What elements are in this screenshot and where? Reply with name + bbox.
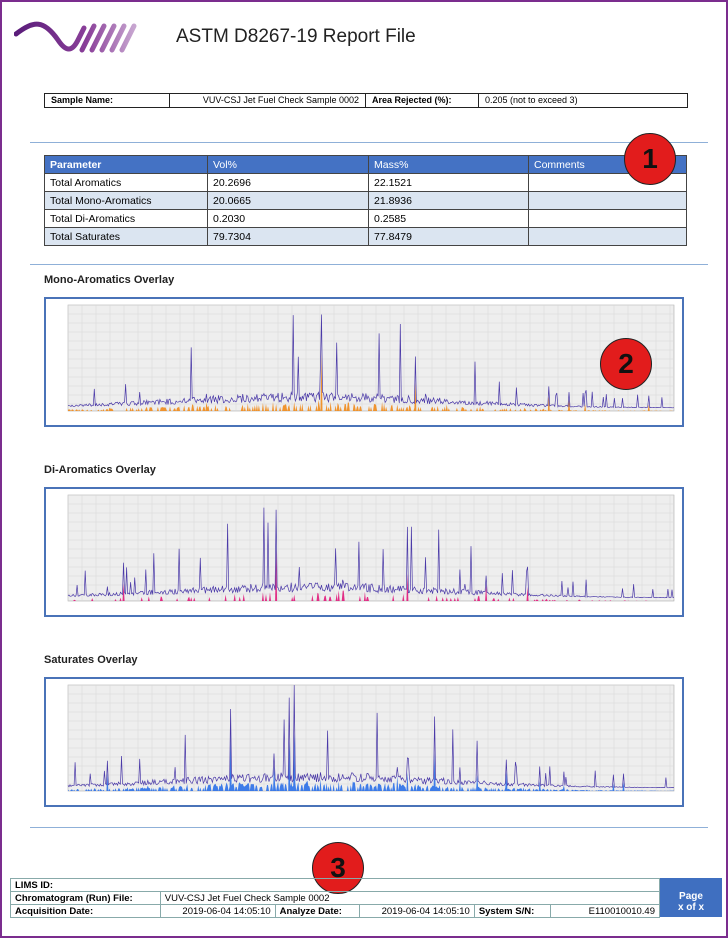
cell: 20.0665 — [207, 191, 369, 210]
chart-decor — [67, 685, 674, 789]
cell: 20.2696 — [207, 173, 369, 192]
col-header: Parameter — [44, 155, 208, 174]
cell — [528, 209, 687, 228]
page-box: Page x of x — [660, 878, 722, 917]
logo — [14, 21, 137, 53]
cell: Total Saturates — [44, 227, 208, 246]
cell: Total Aromatics — [44, 173, 208, 192]
cell: 21.8936 — [368, 191, 529, 210]
cell: 79.7304 — [207, 227, 369, 246]
footer-table: LIMS ID: Chromatogram (Run) File: VUV-CSJ… — [10, 878, 661, 918]
label: System S/N: — [473, 904, 552, 918]
cell: Total Mono-Aromatics — [44, 191, 208, 210]
divider — [30, 142, 708, 143]
label: Area Rejected (%): — [366, 94, 479, 107]
value: VUV-CSJ Jet Fuel Check Sample 0002 — [159, 891, 661, 905]
label: Analyze Date: — [274, 904, 360, 918]
page-number: x of x — [677, 902, 705, 913]
sample-box: Sample Name: VUV-CSJ Jet Fuel Check Samp… — [44, 93, 688, 108]
label: Acquisition Date: — [10, 904, 161, 918]
chromatogram — [67, 494, 675, 602]
cell — [528, 227, 687, 246]
col-header: Mass% — [368, 155, 529, 174]
chart-title: Di-Aromatics Overlay — [44, 464, 156, 476]
cell: 0.2585 — [368, 209, 529, 228]
report-title: ASTM D8267-19 Report File — [176, 26, 416, 47]
label: Sample Name: — [45, 94, 170, 107]
callout: 1 — [624, 133, 676, 185]
value: 0.205 (not to exceed 3) — [485, 95, 578, 105]
chart-title: Saturates Overlay — [44, 654, 138, 666]
callout: 2 — [600, 338, 652, 390]
value: VUV-CSJ Jet Fuel Check Sample 0002 — [170, 94, 366, 107]
chart-decor — [68, 730, 674, 791]
chart-title: Mono-Aromatics Overlay — [44, 274, 175, 286]
cell: Total Di-Aromatics — [44, 209, 208, 228]
chart-decor — [67, 684, 675, 792]
cell: 22.1521 — [368, 173, 529, 192]
chart-frame — [44, 297, 684, 427]
cell — [528, 191, 687, 210]
cell: 77.8479 — [368, 227, 529, 246]
value: 2019-06-04 14:05:10 — [358, 904, 475, 918]
chart-frame — [44, 487, 684, 617]
chart-decor — [67, 314, 675, 409]
label: LIMS ID: — [10, 878, 660, 892]
page-label: Page — [679, 891, 703, 902]
label: Chromatogram (Run) File: — [10, 891, 161, 905]
value: E110010010.49 — [550, 904, 660, 918]
chromatogram — [67, 684, 675, 792]
results-table: Parameter Vol% Mass% Comments Total Arom… — [44, 155, 687, 246]
divider — [30, 827, 708, 828]
value: 2019-06-04 14:05:10 — [159, 904, 276, 918]
chart-frame — [44, 677, 684, 807]
chromatogram — [67, 304, 675, 412]
cell: 0.2030 — [207, 209, 369, 228]
chart-decor — [67, 507, 674, 599]
divider — [30, 264, 708, 265]
col-header: Vol% — [207, 155, 369, 174]
